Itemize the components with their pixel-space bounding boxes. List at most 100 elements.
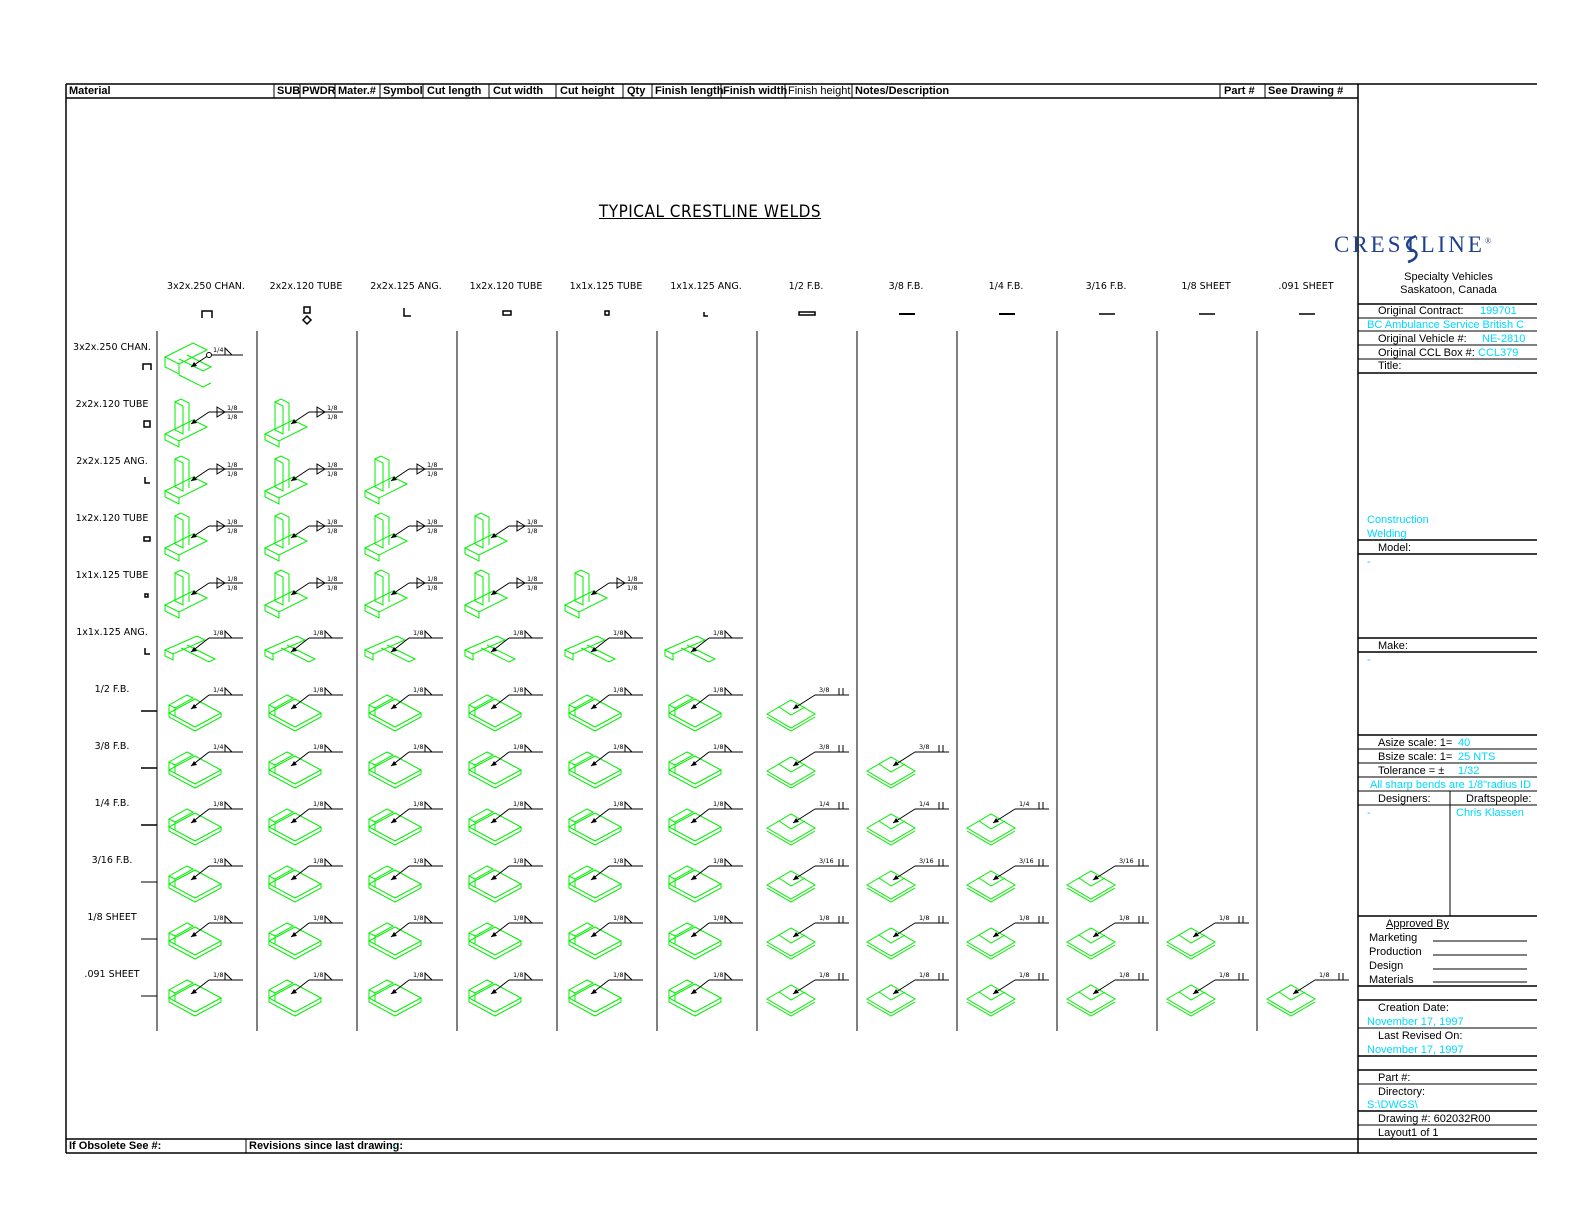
weld-size-label: 1/8 — [513, 800, 523, 808]
weld-detail: 1/4 — [167, 743, 243, 789]
weld-part-sketch — [263, 512, 309, 562]
customer-name: BC Ambulance Service British C — [1367, 319, 1525, 331]
weld-detail: 1/8 — [267, 857, 343, 903]
weld-size-label: 1/8 — [513, 629, 523, 637]
weld-size-label: 1/8 — [213, 857, 223, 865]
weld-detail: 1/4 — [163, 342, 243, 388]
row-header: 1/8 SHEET — [87, 912, 137, 923]
weld-detail: 1/81/8 — [163, 512, 243, 562]
weld-part-sketch — [766, 813, 816, 846]
weld-part-sketch — [563, 635, 617, 663]
weld-detail: 1/8 — [263, 629, 343, 663]
approval-production: Production — [1369, 946, 1422, 958]
weld-size-label: 1/8 — [613, 800, 623, 808]
row-header: .091 SHEET — [84, 969, 140, 980]
weld-detail: 1/8 — [367, 743, 443, 789]
tolerance-label: Tolerance = ± — [1378, 765, 1445, 777]
weld-detail: 1/81/8 — [163, 455, 243, 505]
weld-detail: 1/8 — [167, 914, 243, 960]
weld-part-sketch — [1166, 984, 1216, 1017]
weld-size-label: 1/4 — [213, 346, 223, 354]
section-symbol-icon — [301, 306, 313, 326]
weld-detail: 1/4 — [766, 800, 849, 846]
weld-part-sketch — [163, 512, 209, 562]
weld-size-label: 1/8 — [327, 470, 337, 478]
weld-size-label: 1/8 — [427, 518, 437, 526]
creation-date-value: November 17, 1997 — [1367, 1016, 1464, 1028]
weld-detail: 1/8 — [267, 971, 343, 1017]
designers-value: - — [1367, 807, 1371, 819]
weld-detail: 1/4 — [167, 686, 243, 732]
weld-size-label: 1/8 — [213, 629, 223, 637]
weld-size-label: 1/8 — [1119, 914, 1129, 922]
weld-part-sketch — [463, 635, 517, 663]
weld-detail: 1/8 — [267, 800, 343, 846]
weld-part-sketch — [667, 922, 723, 960]
column-header: 3/8 F.B. — [888, 281, 924, 292]
weld-part-sketch — [1066, 870, 1116, 903]
weld-detail: 1/8 — [667, 971, 743, 1017]
weld-part-sketch — [363, 455, 409, 505]
row-section-symbol-icon — [144, 477, 150, 484]
column-header: 2x2x.125 ANG. — [370, 281, 442, 292]
header-mater-number: Mater.# — [338, 85, 376, 97]
weld-size-label: 1/8 — [327, 461, 337, 469]
weld-detail: 1/8 — [363, 629, 443, 663]
weld-size-label: 1/8 — [427, 470, 437, 478]
weld-size-label: 1/8 — [227, 413, 237, 421]
column-header: 1/8 SHEET — [1181, 281, 1231, 292]
make-value: - — [1367, 654, 1371, 666]
column-header: 1x1x.125 ANG. — [670, 281, 742, 292]
weld-detail: 1/8 — [167, 971, 243, 1017]
weld-part-sketch — [866, 870, 916, 903]
section-symbol-icon — [798, 311, 816, 316]
weld-part-sketch — [363, 512, 409, 562]
weld-detail: 1/8 — [563, 629, 643, 663]
weld-size-label: 3/8 — [819, 686, 829, 694]
weld-detail: 1/8 — [663, 629, 743, 663]
weld-detail: 1/8 — [667, 857, 743, 903]
weld-size-label: 1/4 — [213, 743, 223, 751]
directory-label: Directory: — [1378, 1086, 1426, 1098]
weld-size-label: 1/8 — [227, 470, 237, 478]
weld-size-label: 1/4 — [919, 800, 929, 808]
weld-size-label: 3/16 — [819, 857, 834, 865]
weld-part-sketch — [367, 865, 423, 903]
row-header: 1x1x.125 TUBE — [75, 570, 149, 581]
revisions-value: - — [392, 1140, 396, 1152]
company-line-2: Saskatoon, Canada — [1400, 284, 1497, 296]
weld-part-sketch — [463, 512, 509, 562]
asize-scale-label: Asize scale: 1= — [1378, 737, 1453, 749]
weld-part-sketch — [567, 922, 623, 960]
weld-size-label: 1/8 — [627, 584, 637, 592]
section-symbol-icon — [703, 312, 708, 317]
column-header: .091 SHEET — [1278, 281, 1334, 292]
weld-part-sketch — [567, 694, 623, 732]
row-section-symbol-icon — [143, 420, 151, 428]
weld-size-label: 1/8 — [427, 461, 437, 469]
weld-detail: 1/8 — [667, 686, 743, 732]
weld-part-sketch — [866, 756, 916, 789]
weld-part-sketch — [866, 984, 916, 1017]
weld-size-label: 1/8 — [527, 575, 537, 583]
weld-part-sketch — [866, 813, 916, 846]
weld-size-label: 1/8 — [327, 527, 337, 535]
header-cut-height: Cut height — [560, 85, 615, 97]
weld-part-sketch — [163, 398, 209, 448]
weld-part-sketch — [567, 979, 623, 1017]
row-header: 1x2x.120 TUBE — [75, 513, 149, 524]
row-header: 3/16 F.B. — [91, 855, 133, 866]
weld-part-sketch — [567, 865, 623, 903]
bsize-scale-value: 25 NTS — [1458, 751, 1496, 763]
weld-part-sketch — [1266, 984, 1316, 1017]
weld-size-label: 3/16 — [919, 857, 934, 865]
part-number-label: Part #: — [1378, 1072, 1411, 1084]
weld-detail: 3/16 — [766, 857, 849, 903]
approval-marketing: Marketing — [1369, 932, 1418, 944]
weld-part-sketch — [163, 342, 213, 388]
weld-detail: 1/8 — [267, 743, 343, 789]
weld-detail: 1/8 — [567, 686, 643, 732]
weld-size-label: 1/8 — [713, 914, 723, 922]
title-value-line-1: Construction — [1367, 514, 1429, 526]
